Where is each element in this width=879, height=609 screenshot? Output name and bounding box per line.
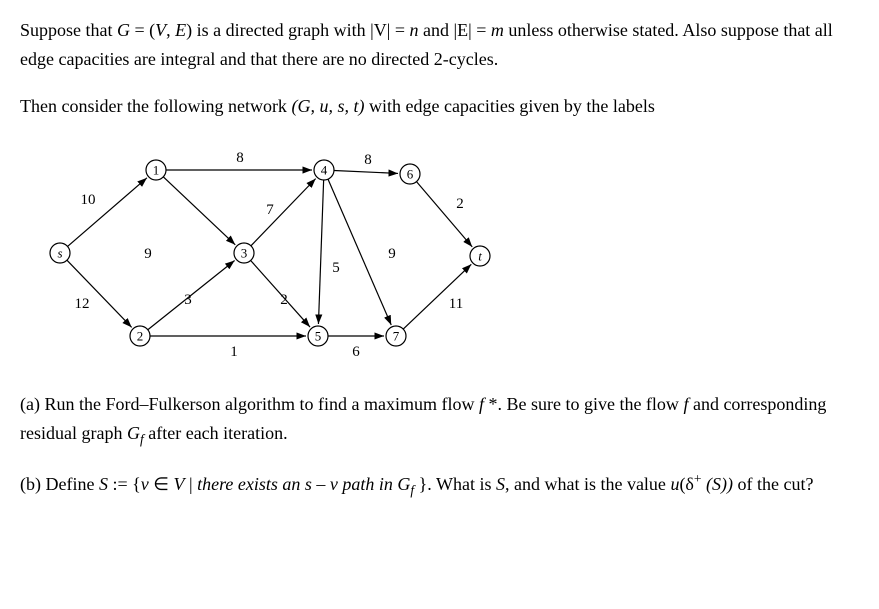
graph-svg: 101289317285962111234567st bbox=[40, 138, 500, 368]
network-diagram: 101289317285962111234567st bbox=[20, 138, 859, 368]
math-G: G bbox=[117, 20, 130, 40]
math-absE: |E| bbox=[453, 20, 471, 40]
math-plus: + bbox=[694, 471, 702, 486]
math-V: V bbox=[155, 20, 166, 40]
part-b: (b) Define S := {v ∈ V | there exists an… bbox=[20, 468, 859, 501]
node-label: 4 bbox=[321, 163, 328, 178]
edge-label: 6 bbox=[352, 344, 360, 360]
intro2-text: with edge capacities given by the labels bbox=[364, 96, 654, 116]
intro-text: Suppose that bbox=[20, 20, 117, 40]
intro2-text: Then consider the following network bbox=[20, 96, 291, 116]
part-a-text: Run the Ford–Fulkerson algorithm to find… bbox=[40, 394, 479, 414]
math-delta: (δ bbox=[679, 474, 693, 494]
part-b-text: , and what is the value bbox=[505, 474, 670, 494]
math-Gf: Gf bbox=[127, 423, 144, 443]
intro-paragraph: Suppose that G = (V, E) is a directed gr… bbox=[20, 16, 859, 74]
part-b-text: Define bbox=[41, 474, 99, 494]
edge-label: 8 bbox=[364, 152, 372, 168]
edge bbox=[334, 171, 398, 174]
edge-label: 8 bbox=[236, 150, 244, 166]
edge-label: 9 bbox=[388, 246, 396, 262]
set-open: { bbox=[132, 474, 141, 494]
part-b-label: (b) bbox=[20, 474, 41, 494]
edge-label: 7 bbox=[266, 202, 274, 218]
math-bar: | bbox=[184, 474, 197, 494]
part-b-text: . What is bbox=[427, 474, 496, 494]
part-a-text: after each iteration. bbox=[144, 423, 288, 443]
edge bbox=[318, 180, 323, 324]
math-m: m bbox=[491, 20, 504, 40]
edge-label: 10 bbox=[81, 192, 96, 208]
edge-label: 11 bbox=[449, 296, 463, 312]
math-eq: = bbox=[472, 20, 491, 40]
exists-text: there exists an s – v path in G bbox=[197, 474, 410, 494]
node-label: 3 bbox=[241, 246, 248, 261]
intro-text: and bbox=[418, 20, 453, 40]
math-eq: = ( bbox=[130, 20, 155, 40]
edge-label: 9 bbox=[144, 246, 152, 262]
edge bbox=[328, 180, 391, 326]
node-label: s bbox=[57, 246, 62, 261]
edge-label: 2 bbox=[280, 292, 288, 308]
math-eq: = bbox=[390, 20, 409, 40]
math-V2: V bbox=[173, 474, 184, 494]
intro2-paragraph: Then consider the following network (G, … bbox=[20, 92, 859, 121]
math-absV: |V| bbox=[370, 20, 390, 40]
node-label: 6 bbox=[407, 167, 414, 182]
edge-label: 2 bbox=[456, 196, 464, 212]
edge bbox=[416, 182, 472, 247]
node-label: 7 bbox=[393, 329, 400, 344]
math-E: E bbox=[175, 20, 186, 40]
edge-label: 12 bbox=[75, 296, 90, 312]
edge bbox=[251, 179, 316, 246]
edge bbox=[67, 261, 132, 328]
math-assign: := bbox=[108, 474, 132, 494]
math-S: S bbox=[99, 474, 108, 494]
math-v: v bbox=[141, 474, 149, 494]
math-S2: S bbox=[496, 474, 505, 494]
math-star: * bbox=[484, 394, 498, 414]
edge-label: 1 bbox=[230, 344, 238, 360]
part-a-label: (a) bbox=[20, 394, 40, 414]
part-a-text: . Be sure to give the flow bbox=[497, 394, 683, 414]
math-comma: , bbox=[166, 20, 175, 40]
node-label: 2 bbox=[137, 329, 144, 344]
intro-text: is a directed graph with bbox=[192, 20, 370, 40]
part-a: (a) Run the Ford–Fulkerson algorithm to … bbox=[20, 390, 859, 450]
edge bbox=[68, 178, 147, 247]
edge bbox=[163, 177, 235, 245]
node-label: 5 bbox=[315, 329, 322, 344]
set-close: } bbox=[414, 474, 427, 494]
math-in: ∈ bbox=[149, 474, 174, 494]
node-label: t bbox=[478, 249, 482, 264]
edge-label: 5 bbox=[332, 260, 340, 276]
node-label: 1 bbox=[153, 163, 160, 178]
math-Sparen: (S)) bbox=[702, 474, 733, 494]
part-b-text: of the cut? bbox=[733, 474, 813, 494]
math-network: (G, u, s, t) bbox=[291, 96, 364, 116]
edge-label: 3 bbox=[184, 292, 192, 308]
